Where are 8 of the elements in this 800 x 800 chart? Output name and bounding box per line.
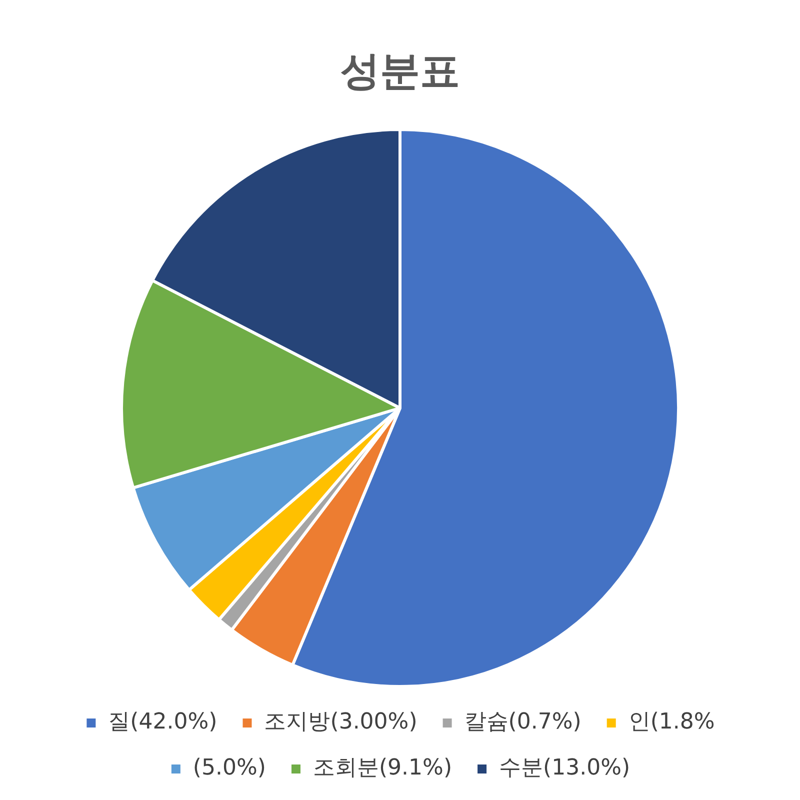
legend-label: 칼슘(0.7%) xyxy=(464,710,582,735)
legend-label: (5.0%) xyxy=(192,756,266,781)
chart-title: 성분표 xyxy=(340,48,460,94)
legend-label: 수분(13.0%) xyxy=(499,756,630,781)
legend-label: 인(1.8% xyxy=(628,710,715,735)
legend-label: 조지방(3.00%) xyxy=(264,710,418,735)
legend-label: 조회분(9.1%) xyxy=(312,756,452,781)
legend-label: 질(42.0%) xyxy=(108,710,218,735)
